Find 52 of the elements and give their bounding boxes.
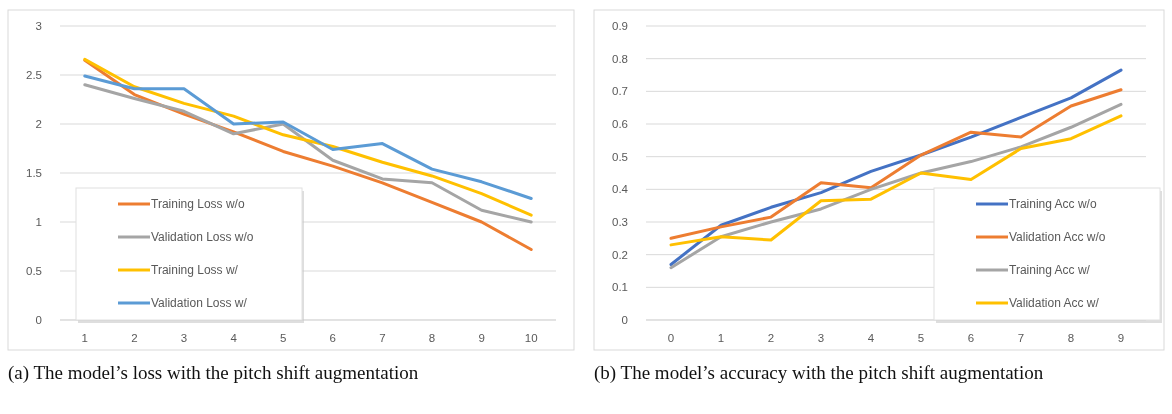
- x-tick-label: 4: [867, 332, 875, 344]
- y-tick-label: 0.1: [612, 281, 628, 294]
- x-tick-label: 5: [280, 332, 287, 344]
- legend-label: Training Loss w/: [151, 263, 239, 277]
- y-tick-label: 0.2: [612, 248, 628, 261]
- x-tick-label: 9: [478, 332, 485, 344]
- y-tick-label: 2: [35, 118, 42, 130]
- x-tick-label: 1: [81, 332, 88, 344]
- line-series: [83, 83, 533, 224]
- x-tick-label: 8: [428, 332, 436, 344]
- x-tick-label: 4: [230, 332, 238, 344]
- line-series: [669, 88, 1123, 240]
- x-tick-label: 8: [1067, 332, 1075, 344]
- y-tick-label: 0.5: [612, 150, 628, 163]
- text: (a) The model’s loss with the pitch shift augmentation: [8, 362, 420, 384]
- y-tick-label: 0.8: [612, 52, 628, 65]
- legend-label: Validation Loss w/: [151, 296, 248, 310]
- x-tick-label: 7: [1017, 332, 1025, 344]
- x-tick-label: 2: [767, 332, 775, 344]
- legend-label: Validation Acc w/o: [1009, 230, 1106, 244]
- x-tick-label: 5: [917, 332, 925, 344]
- legend-label: Training Loss w/o: [151, 197, 245, 211]
- x-tick-label: 0: [667, 332, 675, 344]
- y-tick-label: 0.5: [26, 265, 42, 277]
- y-tick-label: 0.9: [612, 20, 628, 32]
- text: (b) The model’s accuracy with the pitch shift augmentation: [594, 362, 1045, 384]
- x-tick-label: 7: [379, 332, 386, 344]
- legend-label: Training Acc w/o: [1009, 197, 1097, 211]
- x-tick-label: 10: [524, 332, 538, 344]
- y-tick-label: 1.5: [26, 167, 42, 179]
- y-tick-label: 0.7: [612, 85, 628, 98]
- legend-label: Training Acc w/: [1009, 263, 1091, 277]
- y-tick-label: 0: [35, 314, 42, 326]
- line-series: [83, 57, 533, 217]
- x-tick-label: 3: [180, 332, 188, 344]
- y-tick-label: 0: [621, 314, 628, 326]
- y-tick-label: 3: [35, 20, 42, 32]
- y-tick-label: 0.6: [612, 118, 628, 130]
- y-tick-label: 0.3: [612, 216, 628, 228]
- x-tick-label: 6: [967, 332, 975, 344]
- legend-label: Validation Acc w/: [1009, 296, 1100, 310]
- line-series: [83, 74, 533, 200]
- x-tick-label: 6: [329, 332, 336, 344]
- legend-label: Validation Loss w/o: [151, 230, 254, 244]
- line-series: [669, 114, 1123, 247]
- y-tick-label: 1: [35, 216, 42, 228]
- y-tick-label: 0.4: [612, 183, 629, 196]
- x-tick-label: 3: [817, 332, 825, 344]
- y-tick-label: 2.5: [26, 69, 42, 81]
- x-tick-label: 9: [1117, 332, 1125, 344]
- x-tick-label: 1: [717, 332, 725, 344]
- x-tick-label: 2: [131, 332, 138, 344]
